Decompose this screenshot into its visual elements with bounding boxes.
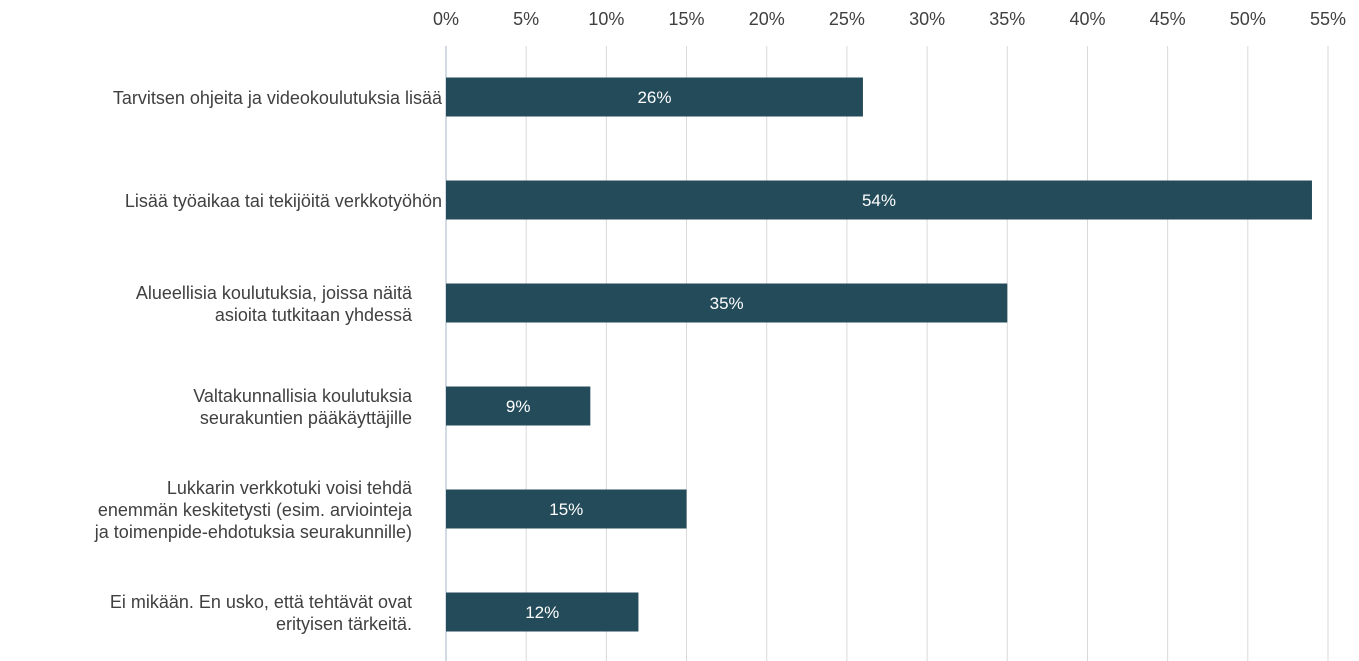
data-label: 9% (506, 397, 531, 416)
category-label-line: Lisää työaikaa tai tekijöitä verkkotyöhö… (124, 191, 442, 211)
x-tick-label: 45% (1150, 9, 1186, 29)
bar (446, 283, 1008, 323)
x-tick-label: 0% (433, 9, 459, 29)
data-label: 15% (549, 500, 583, 519)
data-label: 35% (710, 294, 744, 313)
category-label-line: enemmän keskitetysti (esim. arviointeja (97, 500, 412, 520)
category-label: Tarvitsen ohjeita ja videokoulutuksia li… (113, 87, 442, 109)
data-label: 26% (637, 88, 671, 107)
x-tick-label: 20% (749, 9, 785, 29)
x-tick-label: 15% (669, 9, 705, 29)
category-label: Alueellisia koulutuksia, joissa näitä asi… (136, 282, 412, 326)
category-label-line: Lukkarin verkkotuki voisi tehdä (166, 478, 412, 498)
category-label-line: Ei mikään. En usko, että tehtävät ovat (109, 592, 412, 612)
bar (446, 386, 591, 426)
bar (446, 592, 639, 632)
category-label: Lisää työaikaa tai tekijöitä verkkotyöhö… (125, 190, 442, 212)
category-label-line: ja toimenpide-ehdotuksia seurakunnille) (94, 522, 412, 542)
category-label-line: Alueellisia koulutuksia, joissa näitä (135, 283, 412, 303)
x-tick-label: 35% (989, 9, 1025, 29)
category-label: Lukkarin verkkotuki voisi tehdä enemmän k… (95, 477, 412, 543)
x-tick-label: 40% (1069, 9, 1105, 29)
data-label: 54% (862, 191, 896, 210)
x-tick-label: 10% (588, 9, 624, 29)
x-tick-label: 5% (513, 9, 539, 29)
x-tick-label: 50% (1230, 9, 1266, 29)
category-label: Ei mikään. En usko, että tehtävät ovat er… (110, 591, 412, 635)
x-tick-label: 30% (909, 9, 945, 29)
x-tick-label: 55% (1310, 9, 1346, 29)
category-label-line: erityisen tärkeitä. (275, 614, 412, 634)
category-label: Valtakunnallisia koulutuksia seurakuntien… (193, 385, 412, 429)
data-label: 12% (525, 603, 559, 622)
category-label-line: Valtakunnallisia koulutuksia (193, 386, 412, 406)
category-label-line: seurakuntien pääkäyttäjille (199, 408, 412, 428)
category-label-line: asioita tutkitaan yhdessä (214, 305, 412, 325)
bar (446, 489, 687, 529)
bar (446, 77, 863, 117)
bar (446, 180, 1312, 220)
x-tick-label: 25% (829, 9, 865, 29)
category-label-line: Tarvitsen ohjeita ja videokoulutuksia li… (112, 88, 442, 108)
